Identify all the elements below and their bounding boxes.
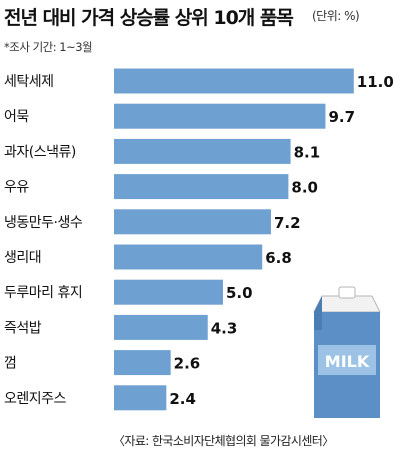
value-label: 6.8 bbox=[265, 249, 292, 267]
value-label: 8.0 bbox=[291, 179, 318, 197]
value-label: 9.7 bbox=[328, 108, 355, 126]
bar-9 bbox=[114, 385, 167, 411]
value-label: 7.2 bbox=[274, 214, 301, 232]
bar-5 bbox=[114, 244, 263, 270]
bar-1 bbox=[114, 103, 326, 129]
bar-3 bbox=[114, 174, 289, 200]
category-label: 세탁세제 bbox=[4, 74, 54, 90]
category-label: 두루마리 휴지 bbox=[4, 285, 82, 301]
milk-carton-spout bbox=[338, 286, 356, 299]
value-label: 2.6 bbox=[174, 355, 201, 373]
unit-label: (단위: %) bbox=[312, 9, 360, 23]
bar-2 bbox=[114, 138, 291, 164]
category-label: 껌 bbox=[4, 356, 16, 372]
milk-carton-label bbox=[318, 345, 376, 375]
category-label: 우유 bbox=[4, 180, 29, 196]
milk-carton-side bbox=[314, 296, 322, 330]
category-label: 과자(스낵류) bbox=[4, 144, 76, 160]
bar-7 bbox=[114, 314, 208, 340]
value-label: 8.1 bbox=[294, 143, 321, 161]
category-label: 생리대 bbox=[4, 250, 41, 266]
milk-carton-icon: MILK bbox=[313, 286, 381, 418]
category-label: 냉동만두·생수 bbox=[4, 215, 83, 231]
bar-0 bbox=[114, 68, 354, 94]
milk-label-text: MILK bbox=[325, 352, 370, 371]
value-label: 4.3 bbox=[211, 319, 238, 337]
category-label: 어묵 bbox=[4, 109, 29, 125]
bar-8 bbox=[114, 350, 171, 376]
category-label: 즉석밥 bbox=[4, 320, 42, 336]
bar-4 bbox=[114, 209, 271, 235]
chart-title: 전년 대비 가격 상승률 상위 10개 품목 bbox=[4, 7, 294, 29]
survey-period-note: *조사 기간: 1~3월 bbox=[4, 40, 93, 54]
category-label: 오렌지주스 bbox=[4, 391, 67, 407]
value-label: 11.0 bbox=[357, 73, 394, 91]
value-label: 2.4 bbox=[169, 390, 196, 408]
source-note: 〈자료: 한국소비자단체협의회 물가감시센터〉 bbox=[113, 434, 334, 448]
bar-6 bbox=[114, 279, 223, 305]
value-label: 5.0 bbox=[226, 284, 253, 302]
